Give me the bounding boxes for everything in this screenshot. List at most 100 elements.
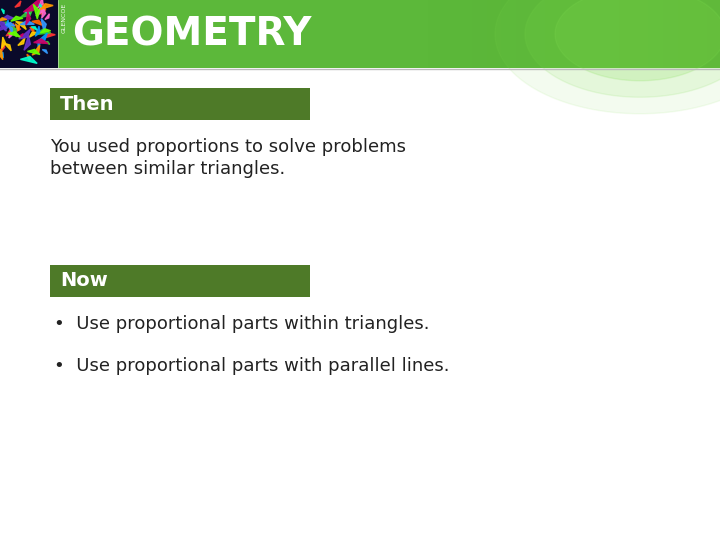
- Bar: [694, 0, 695, 68]
- Bar: [502, 0, 503, 68]
- Bar: [627, 0, 628, 68]
- Bar: [657, 0, 658, 68]
- Bar: [434, 0, 435, 68]
- Bar: [591, 0, 592, 68]
- Bar: [490, 0, 491, 68]
- Bar: [662, 0, 663, 68]
- Polygon shape: [19, 33, 23, 37]
- Polygon shape: [32, 45, 40, 55]
- Polygon shape: [4, 43, 12, 51]
- Bar: [530, 0, 531, 68]
- Bar: [520, 0, 521, 68]
- Bar: [686, 0, 687, 68]
- Bar: [702, 0, 703, 68]
- Bar: [469, 0, 470, 68]
- Bar: [620, 0, 621, 68]
- Bar: [452, 0, 453, 68]
- Bar: [715, 0, 716, 68]
- Bar: [606, 0, 607, 68]
- Bar: [689, 0, 690, 68]
- Polygon shape: [27, 54, 30, 62]
- Bar: [621, 0, 622, 68]
- Bar: [420, 0, 421, 68]
- Bar: [499, 0, 500, 68]
- Polygon shape: [26, 11, 30, 25]
- Bar: [514, 0, 515, 68]
- Bar: [700, 0, 701, 68]
- Polygon shape: [4, 20, 9, 30]
- Bar: [570, 0, 571, 68]
- Polygon shape: [5, 23, 15, 26]
- Bar: [619, 0, 620, 68]
- Polygon shape: [0, 26, 7, 31]
- Bar: [421, 0, 422, 68]
- Bar: [673, 0, 674, 68]
- Bar: [712, 0, 713, 68]
- Bar: [529, 0, 530, 68]
- Bar: [527, 0, 528, 68]
- Bar: [643, 0, 644, 68]
- Bar: [574, 0, 575, 68]
- Bar: [460, 0, 461, 68]
- Polygon shape: [1, 42, 5, 52]
- Polygon shape: [18, 38, 25, 45]
- Bar: [651, 0, 652, 68]
- Bar: [610, 0, 611, 68]
- Bar: [511, 0, 512, 68]
- Bar: [567, 0, 568, 68]
- Bar: [505, 0, 506, 68]
- Bar: [528, 0, 529, 68]
- Bar: [617, 0, 618, 68]
- Bar: [463, 0, 464, 68]
- Polygon shape: [9, 31, 12, 38]
- Bar: [632, 0, 633, 68]
- Bar: [613, 0, 614, 68]
- Bar: [558, 0, 559, 68]
- Polygon shape: [19, 29, 30, 39]
- Bar: [547, 0, 548, 68]
- Bar: [641, 0, 642, 68]
- Bar: [646, 0, 647, 68]
- Polygon shape: [29, 32, 38, 37]
- Bar: [675, 0, 676, 68]
- Bar: [638, 0, 639, 68]
- Bar: [536, 0, 537, 68]
- Text: •  Use proportional parts with parallel lines.: • Use proportional parts with parallel l…: [54, 357, 449, 375]
- Bar: [435, 0, 436, 68]
- Text: between similar triangles.: between similar triangles.: [50, 160, 285, 178]
- Bar: [484, 0, 485, 68]
- Polygon shape: [42, 50, 48, 53]
- Bar: [542, 0, 543, 68]
- Bar: [708, 0, 709, 68]
- Bar: [559, 0, 560, 68]
- Text: •  Use proportional parts within triangles.: • Use proportional parts within triangle…: [54, 315, 430, 333]
- Bar: [612, 0, 613, 68]
- Bar: [609, 0, 610, 68]
- Polygon shape: [40, 4, 53, 9]
- Bar: [699, 0, 700, 68]
- Polygon shape: [8, 23, 14, 36]
- Bar: [656, 0, 657, 68]
- Bar: [425, 0, 426, 68]
- Bar: [568, 0, 569, 68]
- Bar: [615, 0, 616, 68]
- Bar: [503, 0, 504, 68]
- Bar: [670, 0, 671, 68]
- Bar: [471, 0, 472, 68]
- Bar: [701, 0, 702, 68]
- Bar: [457, 0, 458, 68]
- Polygon shape: [20, 57, 37, 63]
- Bar: [692, 0, 693, 68]
- Bar: [515, 0, 516, 68]
- Bar: [663, 0, 664, 68]
- Bar: [50, 265, 310, 297]
- Bar: [592, 0, 593, 68]
- Bar: [556, 0, 557, 68]
- Polygon shape: [0, 46, 3, 59]
- Bar: [684, 0, 685, 68]
- Bar: [637, 0, 638, 68]
- Bar: [423, 0, 424, 68]
- Polygon shape: [11, 16, 23, 21]
- Polygon shape: [24, 2, 37, 12]
- Bar: [466, 0, 467, 68]
